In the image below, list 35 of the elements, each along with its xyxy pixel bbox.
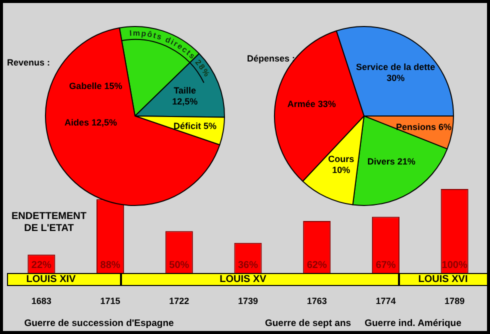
data-label: 88% <box>100 260 120 271</box>
data-label: 30% <box>386 73 405 84</box>
data-label: 100% <box>442 260 468 271</box>
text: Impôts directs 28% <box>129 28 212 78</box>
x-tick-label: 1722 <box>169 296 190 306</box>
x-tick-label: 1739 <box>238 296 258 306</box>
x-tick-label: 1789 <box>444 296 465 306</box>
slice-label: Taille <box>174 86 196 96</box>
slice-label: Divers 21% <box>367 156 416 167</box>
text: LOUIS XIV <box>26 274 76 286</box>
data-label: 10% <box>332 165 350 176</box>
text: Gabelle 15% <box>69 80 122 91</box>
text: Guerre de sept ans <box>264 317 352 331</box>
text: Guerre de succession d'Espagne <box>24 317 174 331</box>
slice-label: Armée 33% <box>287 98 336 109</box>
data-label: 50% <box>169 260 190 271</box>
slice-label: Déficit 5% <box>173 120 216 131</box>
text: Revenus : <box>7 57 50 68</box>
data-label: 36% <box>238 260 258 271</box>
data-label: 22% <box>31 260 52 271</box>
x-tick-label: 1763 <box>306 296 327 306</box>
data-label: 67% <box>376 260 396 271</box>
x-tick-label: 1683 <box>31 296 52 306</box>
text: Guerre ind. Amérique <box>364 317 462 331</box>
x-tick-label: 1715 <box>100 296 120 306</box>
x-tick-label: 1774 <box>376 296 396 306</box>
data-label: 12,5% <box>172 96 198 107</box>
slice-label: Cours <box>328 154 354 164</box>
text: Aides 12,5% <box>64 117 118 128</box>
data-label: 62% <box>306 260 327 271</box>
text: ENDETTEMENT DE L'ETAT <box>12 210 86 234</box>
slice-label: Service de la dette <box>356 62 436 72</box>
slice-label: Pensions 6% <box>396 122 452 132</box>
text: LOUIS XVI <box>418 274 468 286</box>
text: LOUIS XV <box>220 274 266 286</box>
